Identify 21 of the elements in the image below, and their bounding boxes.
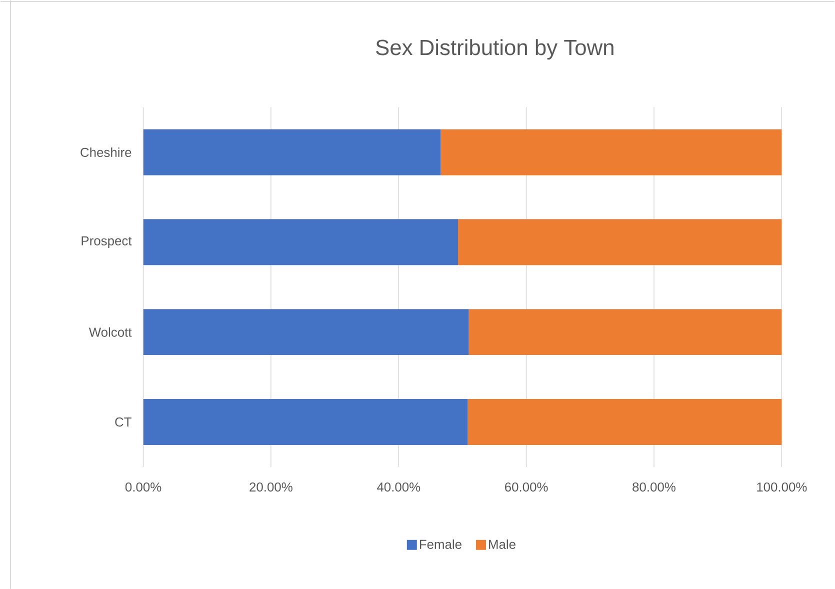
bar	[143, 398, 468, 445]
x-tick-label: 80.00%	[632, 482, 676, 492]
x-tick-label: 0.00%	[125, 482, 162, 492]
y-tick-label: Cheshire	[80, 147, 132, 157]
x-tick-label: 100.00%	[757, 482, 807, 492]
legend-label: Male	[489, 539, 516, 549]
bar	[468, 308, 782, 355]
bar	[143, 129, 441, 176]
bar	[143, 219, 458, 266]
x-tick-label: 40.00%	[376, 482, 420, 492]
y-tick-label: Prospect	[82, 236, 132, 248]
bar	[468, 398, 782, 445]
x-tick-label: 20.00%	[250, 482, 292, 492]
x-tick-label: 60.00%	[505, 482, 548, 492]
bar	[440, 129, 782, 176]
bar	[458, 219, 782, 266]
legend-label: Female	[420, 539, 462, 549]
y-tick-label: Wolcott	[88, 327, 132, 337]
chart-title: Sex Distribution by Town	[376, 39, 614, 60]
bar	[143, 308, 469, 355]
y-tick-label: CT	[115, 417, 132, 426]
